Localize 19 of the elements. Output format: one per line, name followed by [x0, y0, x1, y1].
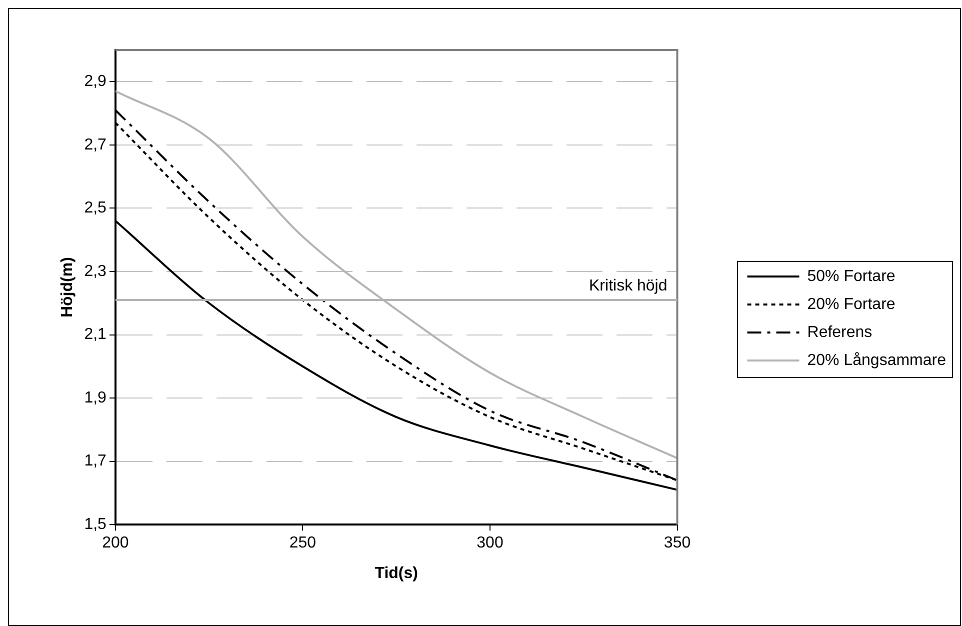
- x-tick-label: 200: [102, 534, 129, 552]
- x-tick-label: 250: [289, 534, 316, 552]
- y-tick-label: 2,7: [84, 136, 107, 154]
- y-tick-label: 1,7: [84, 452, 107, 470]
- x-tick-label: 300: [476, 534, 504, 552]
- y-axis-title: Höjd(m): [59, 257, 76, 318]
- legend-label: 50% Fortare: [807, 268, 896, 285]
- legend-label: 20% Långsammare: [807, 352, 946, 369]
- x-tick-label: 350: [664, 534, 691, 552]
- ref-line-label: Kritisk höjd: [589, 277, 668, 294]
- y-tick-label: 2,1: [84, 326, 107, 344]
- x-axis-title: Tid(s): [374, 564, 418, 582]
- y-tick-label: 2,9: [84, 73, 107, 90]
- y-tick-label: 1,9: [84, 389, 107, 406]
- y-tick-label: 2,5: [84, 200, 107, 217]
- y-tick-label: 2,3: [84, 262, 107, 280]
- legend-label: Referens: [807, 324, 872, 341]
- legend-label: 20% Fortare: [807, 296, 896, 313]
- y-tick-label: 1,5: [84, 516, 107, 534]
